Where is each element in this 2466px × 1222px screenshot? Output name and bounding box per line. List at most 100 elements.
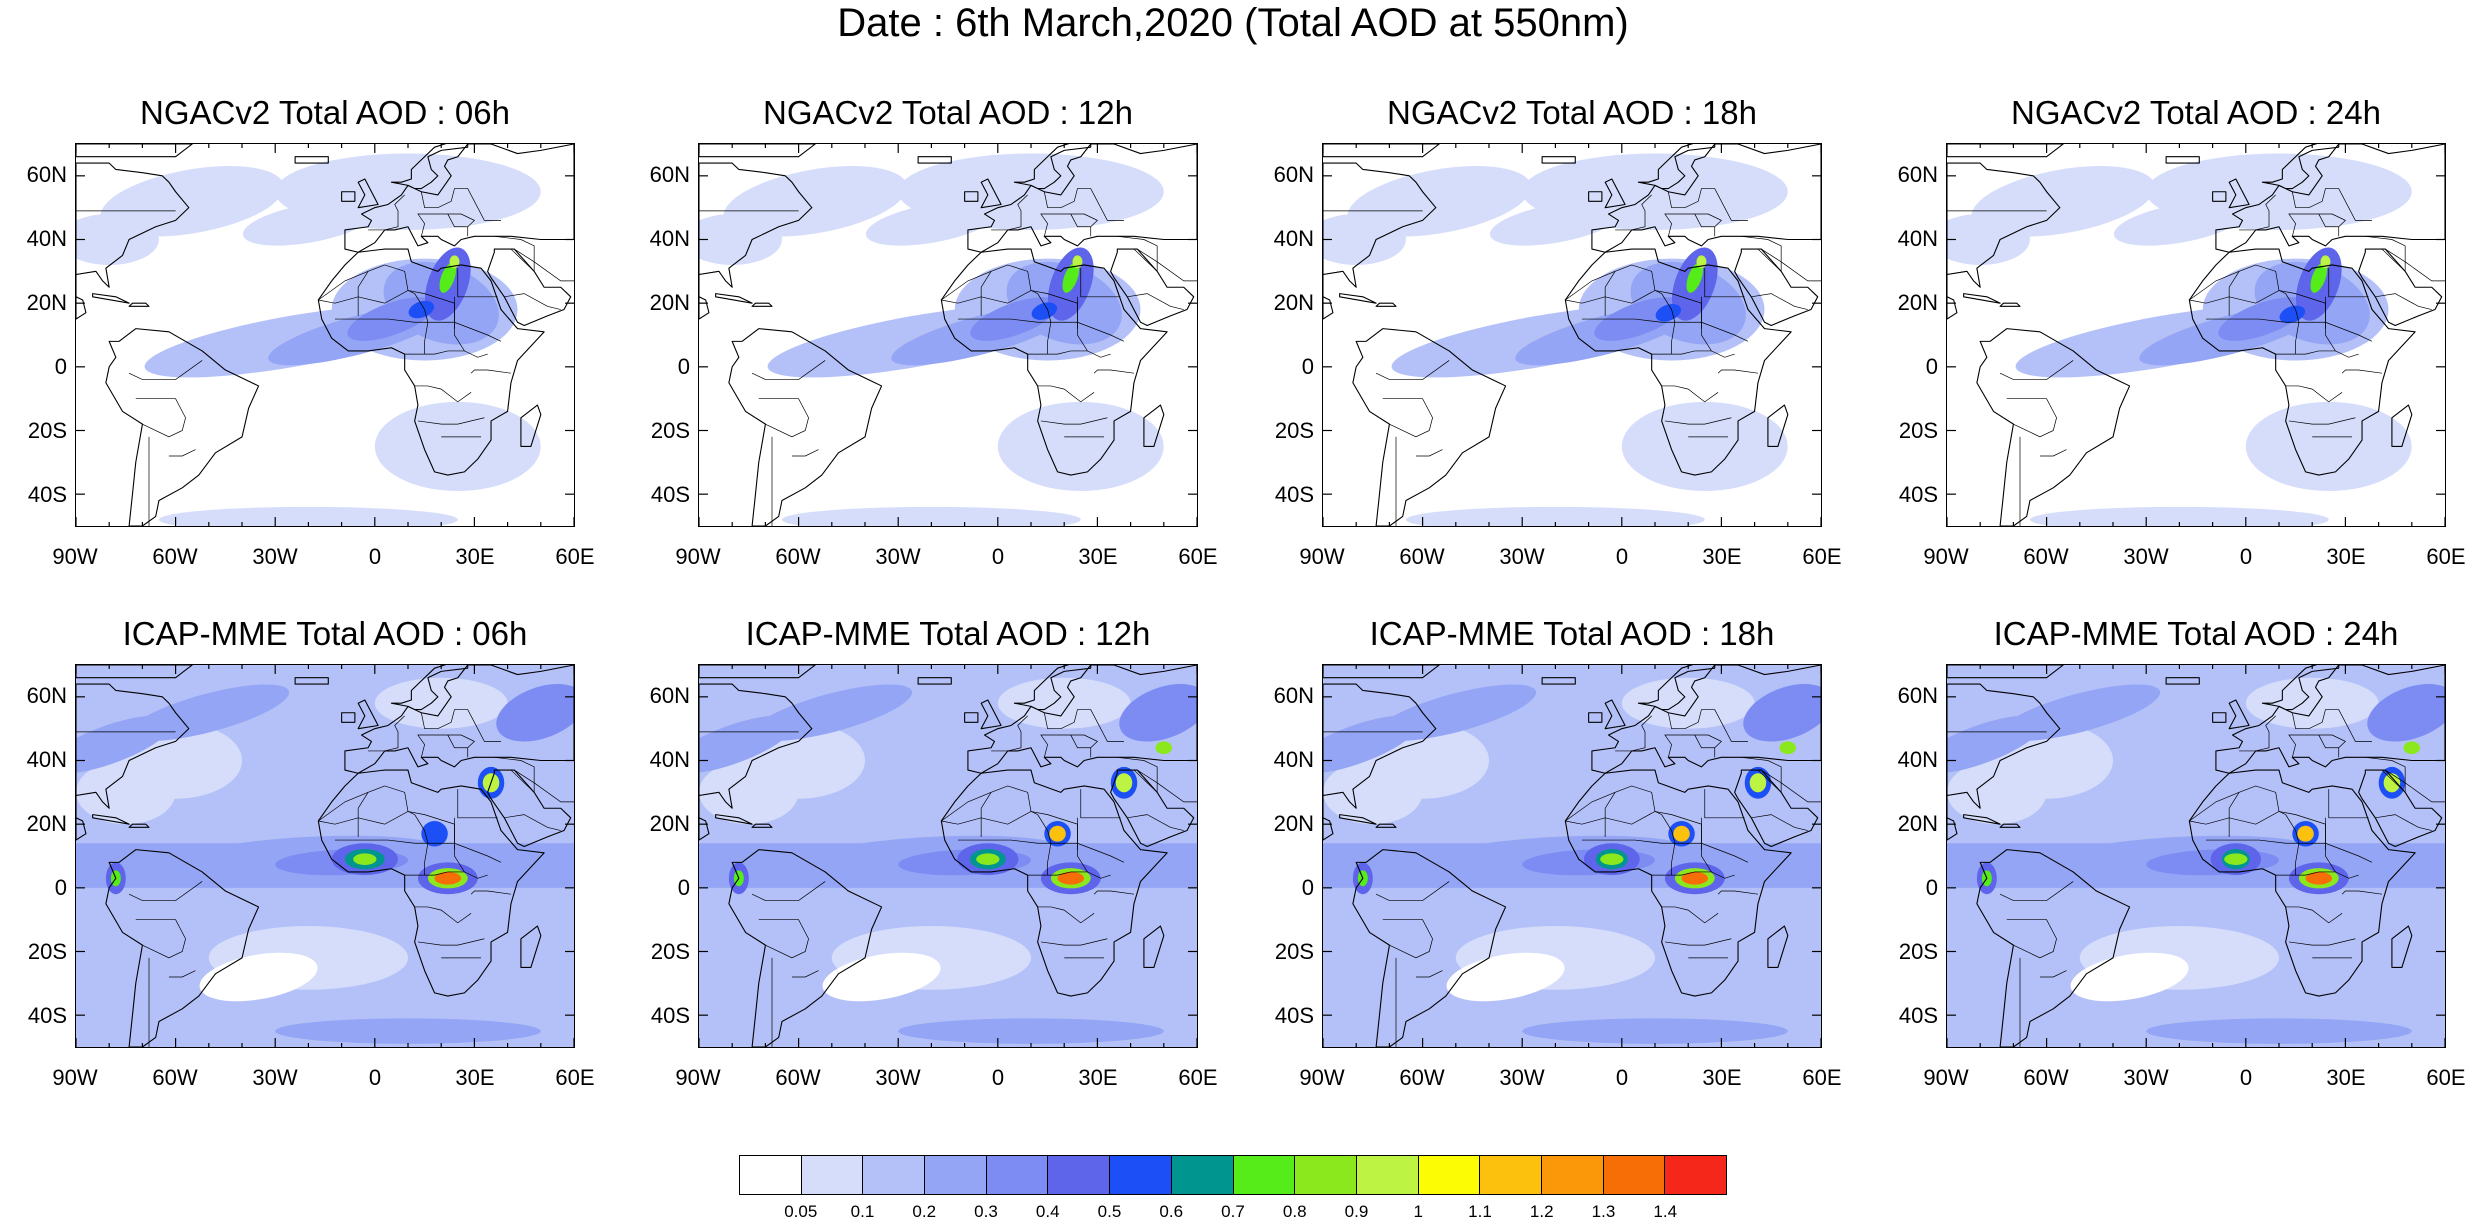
country-borders [76,188,574,526]
colorbar-label: 0.2 [912,1202,937,1221]
country-borders [1947,188,2445,526]
colorbar-label: 1.4 [1653,1202,1678,1221]
longitude-label: 30W [2123,1065,2169,1090]
colorbar-swatch [1541,1156,1604,1194]
latitude-label: 20N [649,290,690,315]
longitude-label: 30E [2326,1065,2366,1090]
latitude-label: 20S [1898,939,1938,964]
longitude-label: 30E [455,1065,495,1090]
tick-marks [1947,144,2445,526]
latitude-label: 40N [26,226,67,251]
latitude-label: 20N [649,811,690,836]
colorbar-label: 1.1 [1468,1202,1492,1221]
coastlines [699,144,1197,526]
tick-marks [699,665,1197,1047]
longitude-label: 60E [555,544,595,569]
map-svg [1323,144,1821,526]
latitude-label: 20N [26,290,67,315]
aod-field [699,665,1197,1047]
colorbar-swatch [1048,1156,1111,1194]
map-svg [1947,144,2445,526]
longitude-label: 0 [991,1065,1005,1090]
latitude-label: 20N [1897,290,1938,315]
longitude-label: 30E [1702,544,1742,569]
colorbar-swatch [925,1156,987,1194]
longitude-label: 30E [455,544,495,569]
longitude-label: 30W [252,1065,298,1090]
country-borders [1323,188,1821,526]
latitude-label: 20S [27,939,67,964]
map-frame [698,143,1198,527]
longitude-label: 90W [675,1065,721,1090]
longitude-label: 30E [1078,544,1118,569]
latitude-label: 0 [1301,875,1314,900]
latitude-label: 40S [1898,482,1938,507]
longitude-label: 30E [1078,1065,1118,1090]
latitude-label: 0 [1925,354,1938,379]
map-frame [75,143,575,527]
colorbar-swatch [1171,1156,1234,1194]
map-frame [1322,664,1822,1048]
latitude-label: 20N [1273,811,1314,836]
latitude-label: 20S [650,939,690,964]
colorbar-label: 0.6 [1159,1202,1184,1221]
longitude-label: 60W [775,544,821,569]
longitude-label: 60W [2023,1065,2069,1090]
latitude-label: 0 [1301,354,1314,379]
map-svg [699,144,1197,526]
tick-marks [76,144,574,526]
map-frame [698,664,1198,1048]
map-svg [699,665,1197,1047]
latitude-label: 60N [1897,162,1938,187]
latitude-label: 20S [650,418,690,443]
longitude-label: 90W [52,544,98,569]
latitude-label: 20S [27,418,67,443]
latitude-label: 20N [26,811,67,836]
latitude-label: 20N [1273,290,1314,315]
map-svg [1323,665,1821,1047]
longitude-label: 0 [1615,544,1629,569]
colorbar-label: 1 [1413,1202,1423,1221]
panel-title: ICAP-MME Total AOD : 12h [745,615,1151,652]
latitude-label: 0 [54,354,67,379]
colorbar-swatch [1603,1156,1666,1194]
longitude-label: 60W [152,544,198,569]
colorbar-swatch [801,1156,864,1194]
panel-title: NGACv2 Total AOD : 24h [2011,94,2381,131]
longitude-label: 30W [1499,544,1545,569]
panel-title: NGACv2 Total AOD : 12h [763,94,1133,131]
longitude-label: 60W [152,1065,198,1090]
panel-title: ICAP-MME Total AOD : 18h [1369,615,1775,652]
latitude-label: 0 [1925,875,1938,900]
latitude-label: 20N [1897,811,1938,836]
longitude-label: 30W [1499,1065,1545,1090]
colorbar-swatch [1418,1156,1481,1194]
colorbar-swatch [863,1156,926,1194]
panel-title: ICAP-MME Total AOD : 24h [1993,615,2399,652]
latitude-label: 40N [649,226,690,251]
colorbar-swatch [1480,1156,1542,1194]
longitude-label: 0 [368,1065,382,1090]
aod-field [699,144,1197,526]
latitude-label: 40S [1898,1003,1938,1028]
coastlines [76,665,574,1047]
longitude-label: 30W [875,544,921,569]
longitude-label: 60E [555,1065,595,1090]
panel-title: NGACv2 Total AOD : 18h [1387,94,1757,131]
figure-title: Date : 6th March,2020 (Total AOD at 550n… [837,1,1629,45]
longitude-label: 60E [1178,544,1218,569]
map-frame [75,664,575,1048]
tick-marks [1323,665,1821,1047]
longitude-label: 90W [1299,544,1345,569]
longitude-label: 60E [2426,1065,2466,1090]
map-frame [1946,664,2446,1048]
map-svg [1947,665,2445,1047]
latitude-label: 20S [1898,418,1938,443]
latitude-label: 40S [27,1003,67,1028]
aod-field [76,665,574,1047]
latitude-label: 40N [1273,226,1314,251]
colorbar-label: 0.05 [784,1202,818,1221]
coastlines [76,144,574,526]
latitude-label: 40N [1273,747,1314,772]
colorbar-swatch [1356,1156,1419,1194]
